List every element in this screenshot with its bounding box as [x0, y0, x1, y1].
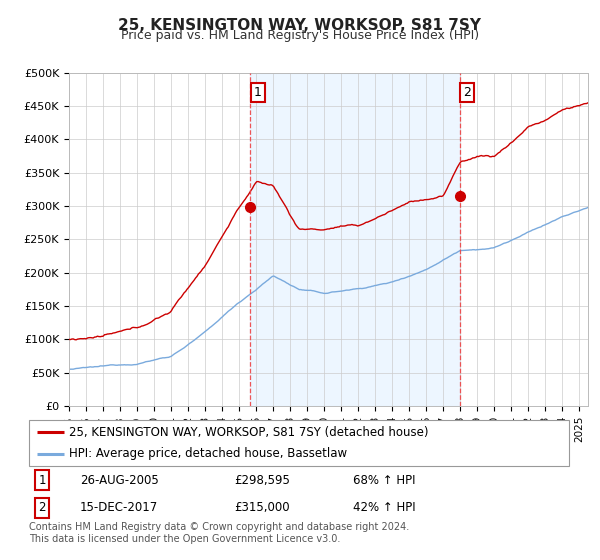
Text: HPI: Average price, detached house, Bassetlaw: HPI: Average price, detached house, Bass… — [70, 447, 347, 460]
Text: £298,595: £298,595 — [234, 474, 290, 487]
Text: 15-DEC-2017: 15-DEC-2017 — [80, 501, 158, 514]
Text: 1: 1 — [254, 86, 262, 99]
Text: 25, KENSINGTON WAY, WORKSOP, S81 7SY: 25, KENSINGTON WAY, WORKSOP, S81 7SY — [119, 18, 482, 33]
Text: £315,000: £315,000 — [234, 501, 290, 514]
Text: 1: 1 — [38, 474, 46, 487]
Text: 2: 2 — [463, 86, 471, 99]
Text: Contains HM Land Registry data © Crown copyright and database right 2024.
This d: Contains HM Land Registry data © Crown c… — [29, 522, 409, 544]
Text: 2: 2 — [38, 501, 46, 514]
FancyBboxPatch shape — [29, 420, 569, 466]
Bar — [250, 73, 460, 406]
Text: 26-AUG-2005: 26-AUG-2005 — [80, 474, 159, 487]
Text: 68% ↑ HPI: 68% ↑ HPI — [353, 474, 415, 487]
Text: 25, KENSINGTON WAY, WORKSOP, S81 7SY (detached house): 25, KENSINGTON WAY, WORKSOP, S81 7SY (de… — [70, 426, 429, 439]
Text: 42% ↑ HPI: 42% ↑ HPI — [353, 501, 415, 514]
Text: Price paid vs. HM Land Registry's House Price Index (HPI): Price paid vs. HM Land Registry's House … — [121, 29, 479, 42]
